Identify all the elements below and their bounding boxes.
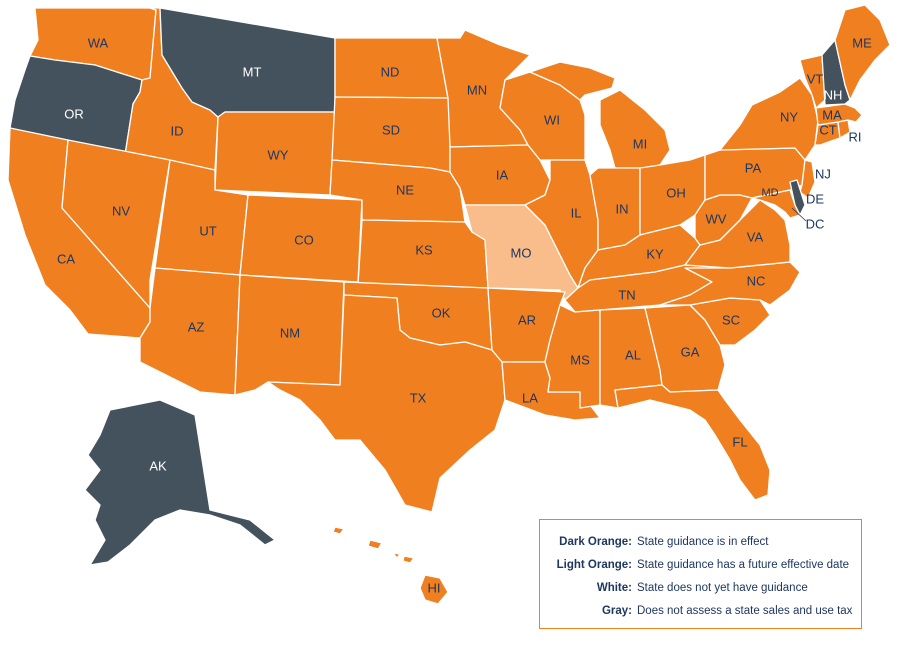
- leader-lines: [791, 207, 807, 222]
- leader-dc: [791, 207, 807, 222]
- label-fl: FL: [732, 434, 747, 449]
- state-ny[interactable]: [719, 77, 819, 161]
- label-ar: AR: [518, 312, 536, 327]
- state-labels: WA OR CA ID NV MT WY UT AZ CO NM ND SD N…: [57, 35, 872, 595]
- legend-row: Light Orange: State guidance has a futur…: [546, 553, 853, 576]
- state-nv[interactable]: [61, 139, 171, 309]
- label-hi: HI: [428, 580, 441, 595]
- state-hi-3[interactable]: [392, 552, 401, 559]
- label-or: OR: [64, 106, 84, 121]
- label-mo: MO: [511, 245, 532, 260]
- label-me: ME: [852, 35, 872, 50]
- label-de: DE: [806, 191, 824, 206]
- legend: Dark Orange: State guidance is in effect…: [539, 519, 862, 629]
- label-vt: VT: [807, 71, 824, 86]
- label-wi: WI: [544, 112, 560, 127]
- label-ca: CA: [57, 251, 75, 266]
- label-ms: MS: [570, 352, 590, 367]
- label-ct: CT: [819, 122, 836, 137]
- label-tn: TN: [618, 287, 635, 302]
- state-hi-4[interactable]: [402, 555, 415, 564]
- label-oh: OH: [666, 185, 686, 200]
- state-de[interactable]: [789, 179, 806, 216]
- label-nh: NH: [824, 87, 843, 102]
- label-pa: PA: [745, 160, 762, 175]
- label-va: VA: [747, 229, 764, 244]
- label-mi: MI: [633, 136, 647, 151]
- legend-desc: State guidance has a future effective da…: [637, 558, 850, 571]
- state-fl[interactable]: [614, 384, 771, 501]
- label-ma: MA: [822, 107, 842, 122]
- legend-desc: State guidance is in effect: [637, 535, 769, 548]
- label-ks: KS: [415, 242, 433, 257]
- label-ne: NE: [396, 182, 414, 197]
- label-wy: WY: [268, 147, 289, 162]
- label-nc: NC: [747, 273, 766, 288]
- state-ma[interactable]: [815, 103, 863, 126]
- legend-desc: Does not assess a state sales and use ta…: [637, 604, 853, 617]
- label-il: IL: [571, 205, 582, 220]
- legend-key: Dark Orange:: [559, 535, 632, 548]
- label-dc: DC: [806, 216, 825, 231]
- label-az: AZ: [188, 319, 205, 334]
- label-ga: GA: [681, 344, 700, 359]
- label-wa: WA: [88, 35, 109, 50]
- label-wv: WV: [706, 211, 727, 226]
- state-mi[interactable]: [599, 89, 671, 169]
- state-mi-upper[interactable]: [529, 61, 616, 101]
- state-me[interactable]: [834, 4, 891, 101]
- label-la: LA: [522, 390, 538, 405]
- label-ut: UT: [199, 223, 216, 238]
- label-ri: RI: [849, 129, 862, 144]
- label-sd: SD: [382, 122, 400, 137]
- label-co: CO: [294, 232, 314, 247]
- legend-desc: State does not yet have guidance: [637, 581, 808, 594]
- legend-key: White:: [596, 581, 632, 594]
- legend-row: Dark Orange: State guidance is in effect: [546, 530, 853, 553]
- label-in: IN: [616, 201, 629, 216]
- label-id: ID: [171, 123, 184, 138]
- state-hi-2[interactable]: [367, 539, 383, 550]
- label-nd: ND: [381, 64, 400, 79]
- label-nm: NM: [280, 325, 300, 340]
- label-tx: TX: [410, 390, 427, 405]
- state-ak[interactable]: [84, 399, 276, 566]
- state-nj[interactable]: [799, 159, 816, 199]
- label-mn: MN: [467, 82, 487, 97]
- state-ms[interactable]: [544, 304, 601, 409]
- label-mt: MT: [243, 64, 262, 79]
- label-md: MD: [761, 187, 778, 199]
- label-ny: NY: [780, 109, 798, 124]
- state-hi-1[interactable]: [332, 526, 345, 535]
- legend-key: Light Orange:: [556, 558, 632, 571]
- label-ia: IA: [496, 167, 509, 182]
- label-ak: AK: [149, 458, 167, 473]
- label-al: AL: [625, 347, 641, 362]
- label-sc: SC: [722, 312, 740, 327]
- label-ok: OK: [432, 305, 451, 320]
- legend-key: Gray:: [601, 604, 632, 617]
- state-hi[interactable]: [419, 574, 449, 605]
- state-tx[interactable]: [267, 294, 506, 513]
- legend-row: White: State does not yet have guidance: [546, 576, 853, 599]
- label-ky: KY: [646, 246, 664, 261]
- legend-row: Gray: Does not assess a state sales and …: [546, 599, 853, 622]
- state-wy[interactable]: [214, 111, 336, 196]
- label-nv: NV: [112, 203, 130, 218]
- label-nj: NJ: [815, 166, 831, 181]
- state-md[interactable]: [751, 189, 801, 219]
